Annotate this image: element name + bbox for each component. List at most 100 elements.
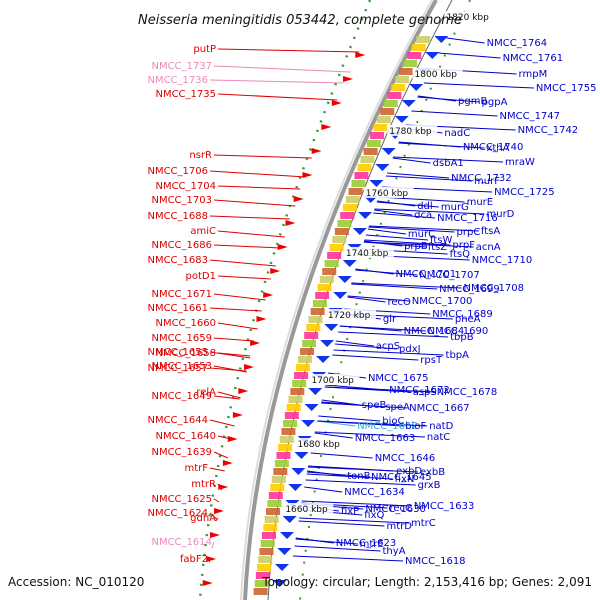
gene-label-right: NMCC_1707 <box>419 270 480 281</box>
leader-line-left <box>213 154 312 159</box>
gene-feature-block <box>366 140 381 147</box>
gene-feature-block <box>340 212 355 219</box>
gene-feature-block <box>395 76 410 83</box>
gene-label-left: relA <box>196 387 216 398</box>
leader-line-right <box>374 208 485 215</box>
gene-label-right: NMCC_1699 <box>439 284 500 295</box>
kbp-label: 1720 kbp <box>328 311 371 321</box>
kbp-label-bg <box>444 11 495 22</box>
forward-strand-arrow <box>401 100 416 107</box>
gene-label-left: fabF2 <box>180 554 208 565</box>
gene-feature-block <box>416 36 431 43</box>
gene-label-left: NMCC_1640 <box>155 431 216 442</box>
leader-line-left <box>208 558 211 563</box>
gene-feature-block <box>263 524 278 531</box>
gene-feature-block <box>257 564 272 571</box>
kbp-label: 1820 kbp <box>446 13 489 23</box>
kbp-markers: 1820 kbp 1800 kbp 1780 kbp 1760 kbp 1740 kbp… <box>283 11 495 515</box>
leader-line-right <box>318 415 381 422</box>
gene-label-left: NMCC_1704 <box>155 181 216 192</box>
leader-line-right <box>304 486 343 493</box>
gene-label-left: NMCC_1683 <box>147 255 208 266</box>
gene-label-right: aspS <box>413 387 437 398</box>
gene-feature-block <box>264 516 279 523</box>
gene-feature-block <box>255 572 270 579</box>
gene-label-right: mtrE <box>360 539 384 550</box>
gene-feature-block <box>334 228 349 235</box>
gene-feature-block <box>399 68 414 75</box>
reverse-strand-arrow <box>311 148 322 154</box>
leader-line-left <box>209 79 344 84</box>
leader-line-left <box>213 451 229 459</box>
gene-feature-block <box>279 436 294 443</box>
gene-label-left: NMCC_1686 <box>151 240 212 251</box>
leader-line-right <box>385 175 473 182</box>
kbp-label: 1660 kbp <box>285 505 328 515</box>
gene-label-right: NMCC_1708 <box>463 283 524 294</box>
gene-label-right: mtrD <box>386 521 412 532</box>
gene-label-right: NMCC_1710 <box>472 255 533 266</box>
forward-strand-arrow <box>375 164 390 171</box>
gene-label-right: bioC <box>382 416 404 427</box>
gene-feature-block <box>387 92 402 99</box>
gene-label-left: NMCC_1735 <box>155 89 216 100</box>
gene-label-right: NMCC_1732 <box>451 173 512 184</box>
reverse-strand-arrow <box>270 268 281 274</box>
gene-label-left: NMCC_1644 <box>147 415 208 426</box>
leader-line-right <box>298 517 409 524</box>
leader-line-left <box>217 352 251 357</box>
gene-feature-block <box>337 220 352 227</box>
gene-label-right: NMCC_1633 <box>414 501 475 512</box>
gene-feature-block <box>329 244 344 251</box>
gene-feature-block <box>354 172 369 179</box>
kbp-label: 1800 kbp <box>415 70 458 80</box>
gene-feature-block <box>276 452 291 459</box>
leader-line-right <box>335 340 374 347</box>
leader-line-left <box>217 435 232 440</box>
forward-strand-arrow <box>333 292 348 299</box>
forward-strand-arrow <box>342 260 357 267</box>
gene-label-left: NMCC_1660 <box>155 318 216 329</box>
forward-strand-arrow <box>316 356 331 363</box>
gene-label-right: fixQ <box>364 510 384 521</box>
gene-feature-block <box>332 236 347 243</box>
gene-label-left: NMCC_1655 <box>147 347 208 358</box>
leader-line-left <box>209 467 225 472</box>
gene-label-right: xthA <box>486 143 509 154</box>
leader-line-left <box>209 351 251 359</box>
gene-label-left: mtrF <box>184 463 208 474</box>
gene-feature-block <box>376 116 391 123</box>
kbp-label-bg <box>343 247 394 258</box>
gene-label-right: NMCC_1747 <box>500 111 561 122</box>
gene-label-right: dca <box>414 210 432 221</box>
leader-line-right <box>438 52 501 59</box>
gene-feature-block <box>391 84 406 91</box>
gene-label-right: NMCC_1662 <box>357 421 418 432</box>
gene-label-left: NMCC_1649 <box>151 391 212 402</box>
gene-label-left: NMCC_1625 <box>151 494 212 505</box>
gene-label-left: NMCC_1703 <box>151 195 212 206</box>
forward-strand-arrow <box>279 532 294 539</box>
gene-feature-block <box>373 124 388 131</box>
leader-line-left <box>213 395 240 400</box>
leader-line-left <box>217 48 360 53</box>
gene-label-right: pgmB <box>458 96 487 107</box>
leader-line-right <box>368 225 479 232</box>
leader-line-right <box>307 466 419 473</box>
gene-label-right: NMCC_1672 <box>389 385 450 396</box>
gene-feature-block <box>319 276 334 283</box>
leader-line-right <box>351 282 462 289</box>
forward-strand-arrow <box>275 564 290 571</box>
gene-label-right: pgpA <box>482 97 508 108</box>
backbone-highlight-arc <box>240 0 433 600</box>
kbp-label-bg <box>363 187 414 198</box>
kbp-label-bg <box>295 438 346 449</box>
leader-line-right <box>301 500 412 507</box>
gene-feature-block <box>345 196 360 203</box>
gene-feature-block <box>363 148 378 155</box>
gene-label-right: NMCC_1645 <box>371 472 432 483</box>
gene-label-left: amiC <box>190 226 216 237</box>
gene-label-right: NMCC_1618 <box>405 556 466 567</box>
leader-line-left <box>217 275 271 280</box>
